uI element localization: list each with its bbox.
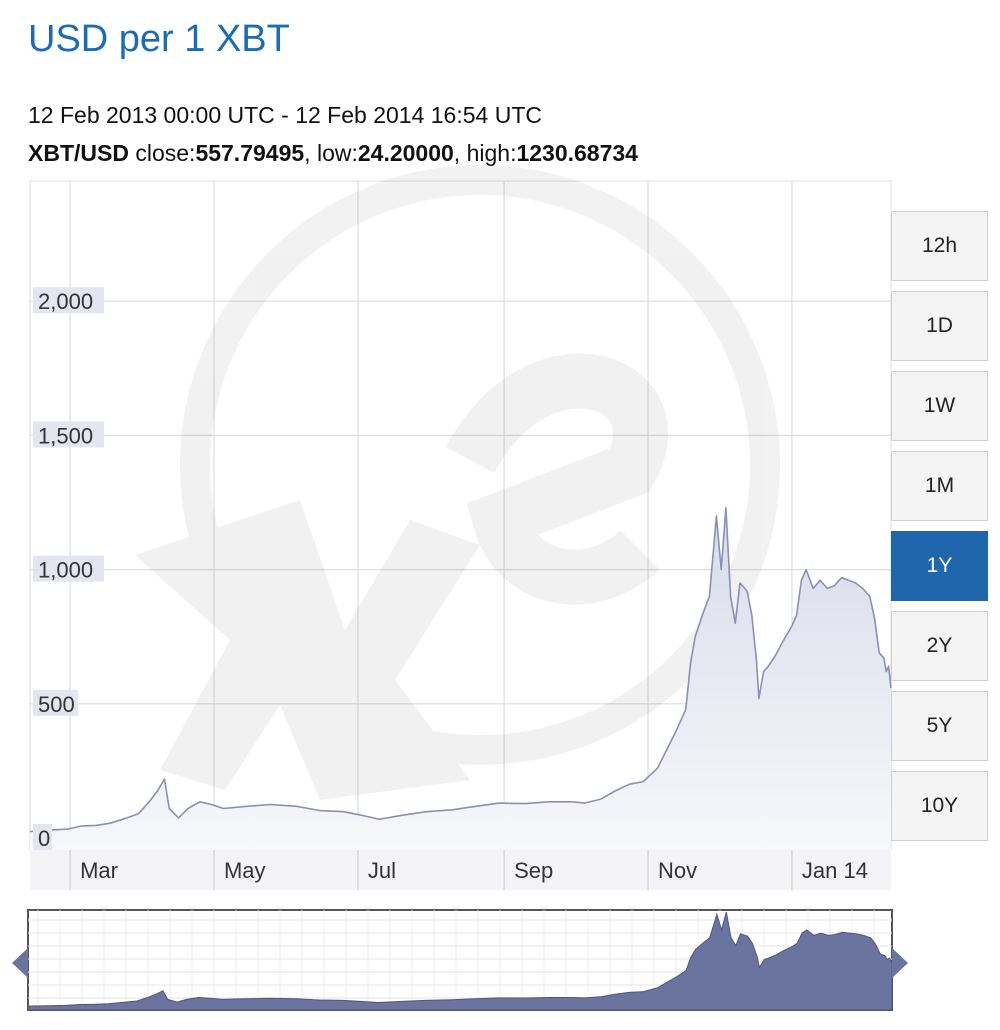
x-tick-label: Mar xyxy=(80,858,118,883)
y-tick-label: 500 xyxy=(38,692,75,717)
range-button-1w[interactable]: 1W xyxy=(891,371,988,441)
y-tick-label-bg xyxy=(33,555,104,582)
range-button-2y[interactable]: 2Y xyxy=(891,611,988,681)
pair-label: XBT/USD xyxy=(28,140,129,166)
price-stats: XBT/USD close:557.79495, low:24.20000, h… xyxy=(28,140,638,167)
x-tick-label: May xyxy=(224,858,266,883)
x-tick-label: Sep xyxy=(514,858,553,883)
y-tick-label: 1,500 xyxy=(38,423,93,448)
stats-separator: , xyxy=(453,140,467,166)
low-label: low: xyxy=(316,140,358,166)
chart-title: USD per 1 XBT xyxy=(28,18,290,60)
range-button-10y[interactable]: 10Y xyxy=(891,771,988,841)
high-label: high: xyxy=(466,140,517,166)
navigator-handle-right[interactable] xyxy=(892,948,908,978)
y-tick-label: 0 xyxy=(38,826,50,851)
y-tick-label-bg xyxy=(33,824,52,850)
y-tick-label-bg xyxy=(33,689,78,716)
navigator-area xyxy=(27,911,893,1011)
y-tick-label: 2,000 xyxy=(38,289,93,314)
x-tick-label: Jan 14 xyxy=(802,858,868,883)
x-tick-label: Nov xyxy=(658,858,697,883)
date-range: 12 Feb 2013 00:00 UTC - 12 Feb 2014 16:5… xyxy=(28,102,542,128)
high-value: 1230.68734 xyxy=(516,140,638,166)
range-button-12h[interactable]: 12h xyxy=(891,211,988,281)
x-axis-band xyxy=(30,850,891,890)
price-line xyxy=(29,507,892,833)
y-tick-label-bg xyxy=(33,421,104,448)
navigator-handle-left[interactable] xyxy=(12,948,28,978)
x-tick-label: Jul xyxy=(368,858,396,883)
range-button-1y[interactable]: 1Y xyxy=(891,531,988,601)
watermark-logo xyxy=(135,165,780,800)
stats-separator: , xyxy=(304,140,317,166)
range-button-5y[interactable]: 5Y xyxy=(891,691,988,761)
range-button-1m[interactable]: 1M xyxy=(891,451,988,521)
close-label: close: xyxy=(135,140,196,166)
price-area xyxy=(30,507,891,850)
y-tick-label: 1,000 xyxy=(38,558,93,583)
low-value: 24.20000 xyxy=(357,140,454,166)
range-button-1d[interactable]: 1D xyxy=(891,291,988,361)
y-tick-label-bg xyxy=(33,287,104,314)
close-value: 557.79495 xyxy=(195,140,305,166)
